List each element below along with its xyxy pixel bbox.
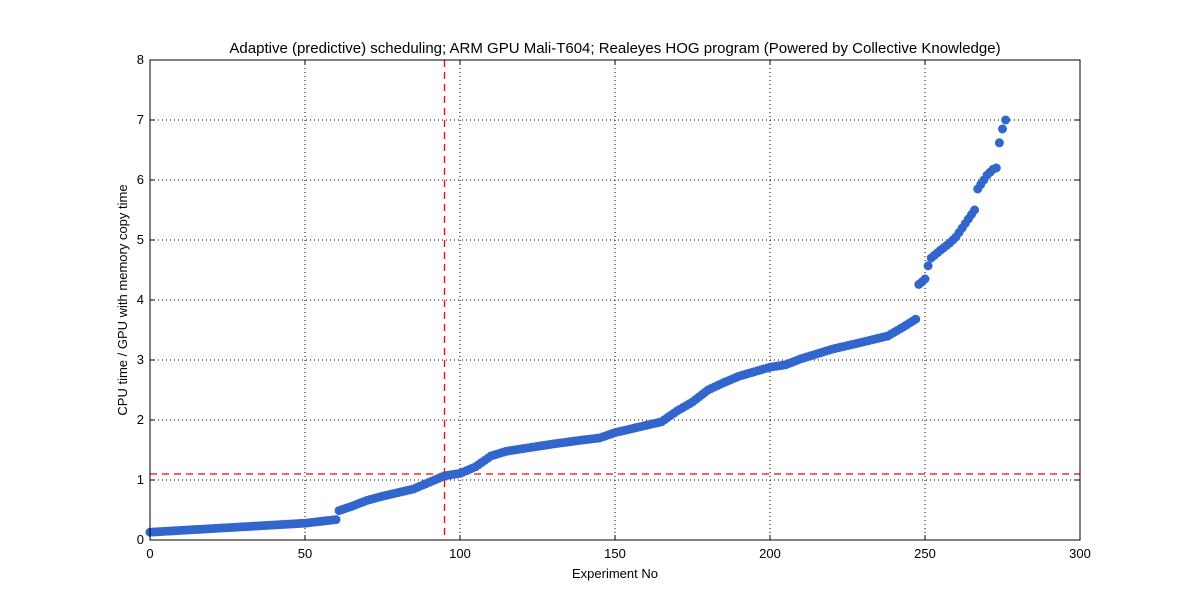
data-points <box>145 115 1011 537</box>
y-tick-label: 7 <box>137 112 144 127</box>
data-point <box>997 124 1007 134</box>
y-tick-label: 4 <box>137 292 144 307</box>
data-point <box>923 261 933 271</box>
x-axis-label: Experiment No <box>572 566 658 581</box>
data-point <box>994 138 1004 148</box>
axis-ticks: 0 50 100 150 200 250 300 0 1 2 3 4 5 6 7 8 <box>137 52 1091 561</box>
x-tick-label: 100 <box>449 546 471 561</box>
x-tick-label: 50 <box>298 546 312 561</box>
x-tick-label: 250 <box>914 546 936 561</box>
grid <box>150 60 1080 540</box>
data-point <box>1001 115 1011 125</box>
data-point <box>911 314 921 324</box>
data-point <box>920 274 930 284</box>
y-tick-label: 2 <box>137 412 144 427</box>
y-axis-label: CPU time / GPU with memory copy time <box>115 184 130 415</box>
x-tick-label: 300 <box>1069 546 1091 561</box>
x-tick-label: 0 <box>146 546 153 561</box>
x-tick-label: 150 <box>604 546 626 561</box>
y-tick-label: 8 <box>137 52 144 67</box>
data-point <box>991 163 1001 173</box>
x-tick-label: 200 <box>759 546 781 561</box>
y-tick-label: 0 <box>137 532 144 547</box>
chart-title: Adaptive (predictive) scheduling; ARM GP… <box>229 40 1000 57</box>
y-tick-label: 5 <box>137 232 144 247</box>
data-point <box>970 205 980 215</box>
y-tick-label: 6 <box>137 172 144 187</box>
y-tick-label: 1 <box>137 472 144 487</box>
reference-lines <box>150 60 1080 540</box>
data-point <box>331 515 341 525</box>
y-tick-label: 3 <box>137 352 144 367</box>
